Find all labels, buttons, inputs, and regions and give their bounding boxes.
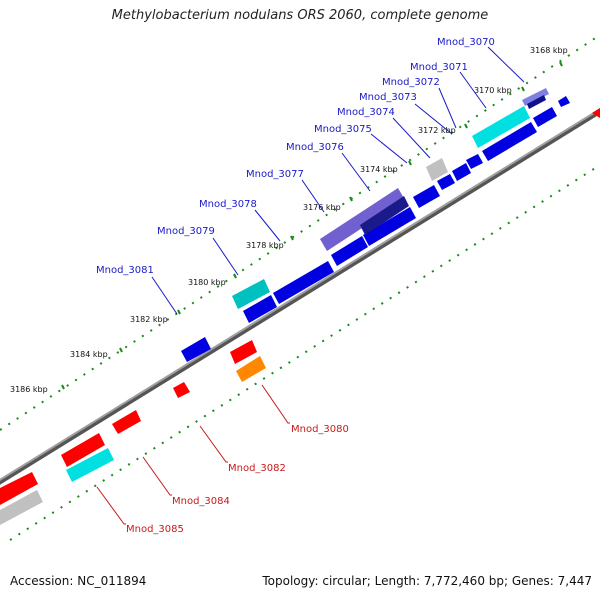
gene-label-mnod-3082: Mnod_3082 [228,463,286,474]
gene-arrow[interactable] [558,96,570,107]
gene-mnod-3073[interactable] [482,122,537,161]
major-tick [61,384,65,390]
gene-label-mnod-3077: Mnod_3077 [246,169,304,180]
tick-label: 3174 kbp [360,165,398,174]
gene-mnod-3072[interactable] [533,107,557,127]
major-tick [233,273,237,279]
gene-mnod-3074[interactable] [466,154,483,169]
tick-label: 3182 kbp [130,315,168,324]
gene-arrow[interactable] [230,340,257,364]
major-tick [177,309,181,315]
tick-label: 3186 kbp [10,385,48,394]
gene-label-mnod-3074: Mnod_3074 [337,107,395,118]
gene-label-mnod-3078: Mnod_3078 [199,199,257,210]
gene-arrow[interactable] [452,163,471,181]
tick-label: 3184 kbp [70,350,108,359]
major-tick [290,235,294,241]
gene-mnod-3070[interactable] [522,88,549,109]
kbp-ticks: 3168 kbp 3170 kbp 3172 kbp 3174 kbp 3176… [10,46,568,394]
gene-arrow[interactable] [363,207,416,246]
gene-mnod-3081[interactable] [181,337,211,362]
reverse-gene-labels: Mnod_3080 Mnod_3082 Mnod_3084 Mnod_3085 [126,424,349,535]
gene-label-mnod-3081: Mnod_3081 [96,265,154,276]
tick-label: 3176 kbp [303,203,341,212]
reverse-leader-lines [96,384,290,525]
gene-mnod-3084[interactable] [61,433,105,467]
major-tick [408,160,412,166]
gene-mnod-3080[interactable] [236,356,266,382]
gene-mnod-3075[interactable] [426,158,448,181]
tick-label: 3170 kbp [474,86,512,95]
tick-label: 3178 kbp [246,241,284,250]
gene-mnod-3082[interactable] [173,382,190,398]
forward-genes [181,88,600,362]
gene-arrow[interactable] [0,490,43,525]
major-tick [521,86,525,92]
gene-label-mnod-3070: Mnod_3070 [437,37,495,48]
gene-arrow[interactable] [112,410,141,434]
tick-label: 3172 kbp [418,126,456,135]
gene-mnod-3079[interactable] [232,279,270,309]
gene-arrow[interactable] [437,174,455,190]
backbone [0,108,600,485]
tick-label: 3180 kbp [188,278,226,287]
gene-label-mnod-3072: Mnod_3072 [382,77,440,88]
forward-gene-labels: Mnod_3070 Mnod_3071 Mnod_3072 Mnod_3073 … [96,37,495,276]
gene-mnod-3077[interactable] [320,188,409,251]
gene-label-mnod-3073: Mnod_3073 [359,92,417,103]
gene-arrow[interactable] [273,261,334,304]
reverse-genes [0,340,266,525]
gene-mnod-3076[interactable] [413,185,440,208]
gene-mnod-3085[interactable] [66,448,114,482]
major-tick [559,61,563,67]
map-title: Methylobacterium nodulans ORS 2060, comp… [111,8,489,23]
gene-arrow[interactable] [592,108,600,118]
gene-label-mnod-3080: Mnod_3080 [291,424,349,435]
gene-arrow[interactable] [0,472,38,505]
gene-mnod-3071[interactable] [472,106,530,148]
genome-summary: Topology: circular; Length: 7,772,460 bp… [262,574,592,588]
gene-label-mnod-3075: Mnod_3075 [314,124,372,135]
gene-label-mnod-3079: Mnod_3079 [157,226,215,237]
major-tick [119,347,123,353]
gene-label-mnod-3085: Mnod_3085 [126,524,184,535]
major-tick [464,123,468,129]
tick-label: 3168 kbp [530,46,568,55]
gene-label-mnod-3071: Mnod_3071 [410,62,468,73]
accession-text: Accession: NC_011894 [10,574,147,588]
gene-label-mnod-3084: Mnod_3084 [172,496,230,507]
gene-label-mnod-3076: Mnod_3076 [286,142,344,153]
major-tick [349,196,353,202]
forward-leader-lines [151,46,525,315]
gene-mnod-3078[interactable] [331,236,368,266]
gene-arrow[interactable] [243,295,277,323]
